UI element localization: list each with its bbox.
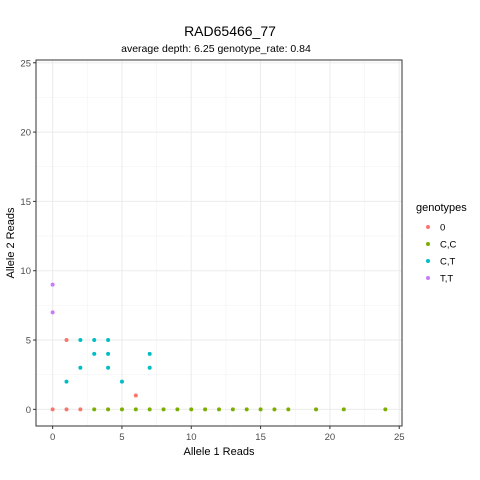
- y-tick-label: 25: [20, 58, 31, 69]
- data-point: [50, 407, 55, 412]
- data-point: [92, 407, 97, 412]
- legend-title: genotypes: [416, 202, 467, 214]
- y-tick-label: 20: [20, 128, 31, 139]
- data-point: [147, 365, 152, 370]
- data-point: [230, 407, 235, 412]
- x-tick-label: 0: [50, 432, 55, 443]
- y-axis-title: Allele 2 Reads: [5, 207, 17, 278]
- legend-label: 0: [440, 223, 445, 234]
- data-point: [64, 338, 69, 343]
- y-tick-label: 10: [20, 266, 31, 277]
- data-point: [147, 407, 152, 412]
- data-point: [314, 407, 319, 412]
- x-axis-title: Allele 1 Reads: [184, 446, 255, 458]
- data-point: [383, 407, 388, 412]
- data-point: [64, 407, 69, 412]
- chart-title: RAD65466_77: [184, 23, 276, 39]
- data-point: [133, 393, 138, 398]
- data-point: [119, 407, 124, 412]
- data-point: [119, 379, 124, 384]
- data-point: [286, 407, 291, 412]
- data-point: [92, 351, 97, 356]
- plot-panel: [35, 59, 403, 427]
- data-point: [147, 351, 152, 356]
- data-point: [106, 407, 111, 412]
- legend: genotypes 0 C,C C,T T,T: [416, 202, 467, 285]
- data-point: [78, 365, 83, 370]
- data-point: [50, 310, 55, 315]
- data-point: [175, 407, 180, 412]
- data-point: [78, 338, 83, 343]
- data-point: [133, 407, 138, 412]
- data-points: [50, 282, 388, 412]
- data-point: [161, 407, 166, 412]
- data-point: [92, 338, 97, 343]
- legend-label: T,T: [440, 274, 453, 285]
- x-tick-label: 25: [394, 432, 405, 443]
- data-point: [203, 407, 208, 412]
- data-point: [64, 379, 69, 384]
- legend-key: [426, 242, 430, 246]
- x-tick-label: 5: [119, 432, 124, 443]
- y-tick-label: 5: [26, 336, 31, 347]
- data-point: [50, 282, 55, 287]
- chart-subtitle: average depth: 6.25 genotype_rate: 0.84: [121, 43, 311, 55]
- x-tick-label: 10: [186, 432, 197, 443]
- y-tick-label: 0: [26, 405, 31, 416]
- data-point: [106, 351, 111, 356]
- data-point: [341, 407, 346, 412]
- grid-lines: [36, 60, 402, 426]
- x-tick-label: 20: [325, 432, 336, 443]
- x-tick-label: 15: [255, 432, 266, 443]
- data-point: [106, 365, 111, 370]
- axis-ticks: 0 5 10 15 20 25 0 5 10 15 20 25: [20, 58, 404, 443]
- legend-key: [426, 276, 430, 280]
- y-tick-label: 15: [20, 197, 31, 208]
- data-point: [272, 407, 277, 412]
- data-point: [106, 338, 111, 343]
- plot-border: [35, 59, 403, 427]
- data-point: [258, 407, 263, 412]
- data-point: [78, 407, 83, 412]
- legend-label: C,C: [440, 240, 457, 251]
- legend-key: [426, 259, 430, 263]
- data-point: [189, 407, 194, 412]
- data-point: [244, 407, 249, 412]
- legend-label: C,T: [440, 257, 456, 268]
- legend-key: [426, 225, 430, 229]
- data-point: [217, 407, 221, 412]
